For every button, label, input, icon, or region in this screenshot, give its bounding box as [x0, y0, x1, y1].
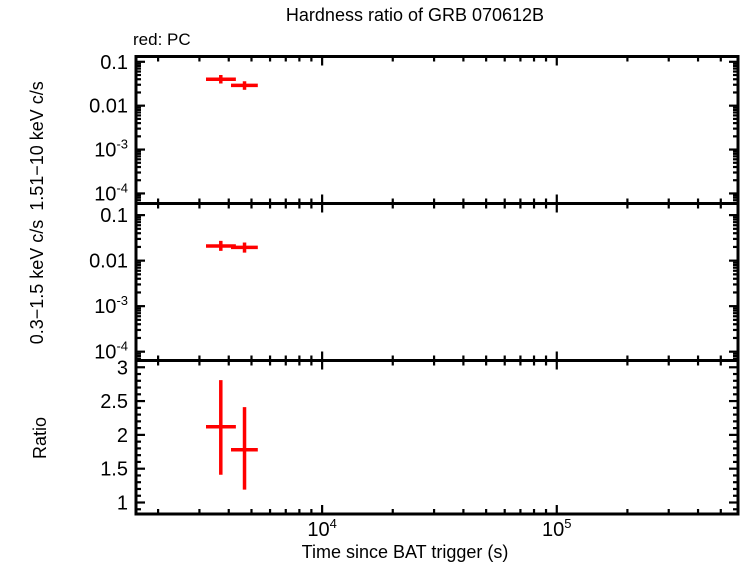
panel-frame [134, 202, 740, 362]
panel-hardness-ratio: 3 2.5 2 1.5 1 [100, 357, 740, 516]
y-tick-label: 0.1 [100, 52, 128, 74]
y-tick-label: 10-3 [94, 293, 128, 318]
chart-title: Hardness ratio of GRB 070612B [285, 5, 545, 25]
y-tick-label: 0.01 [89, 96, 128, 118]
y-tick-label: 2 [117, 425, 128, 447]
panel-frame [134, 359, 740, 516]
series-PC [206, 380, 258, 490]
y-tick-label: 0.01 [89, 251, 128, 273]
y-tick-label: 1.5 [100, 459, 128, 481]
y-tick-label: 2.5 [100, 391, 128, 413]
y-tick-label: 3 [117, 357, 128, 379]
x-tick-label: 104 [307, 516, 336, 541]
series-PC [206, 75, 258, 90]
y-tick-label: 10-3 [94, 137, 128, 162]
series-PC [206, 240, 258, 253]
y-tick-label: 10-4 [94, 339, 128, 364]
panel-soft-band-rate: 0.1 0.01 10-3 10-4 [89, 202, 740, 364]
mode-legend: red: PC [133, 30, 191, 49]
x-axis-label: Time since BAT trigger (s) [301, 542, 509, 562]
y-tick-label: 10-4 [94, 180, 128, 205]
x-tick-label: 105 [542, 516, 571, 541]
panel-hard-band-rate: 0.1 0.01 10-3 10-4 [89, 52, 740, 205]
y-tick-label: 1 [117, 493, 128, 515]
y-tick-label: 0.1 [100, 205, 128, 227]
